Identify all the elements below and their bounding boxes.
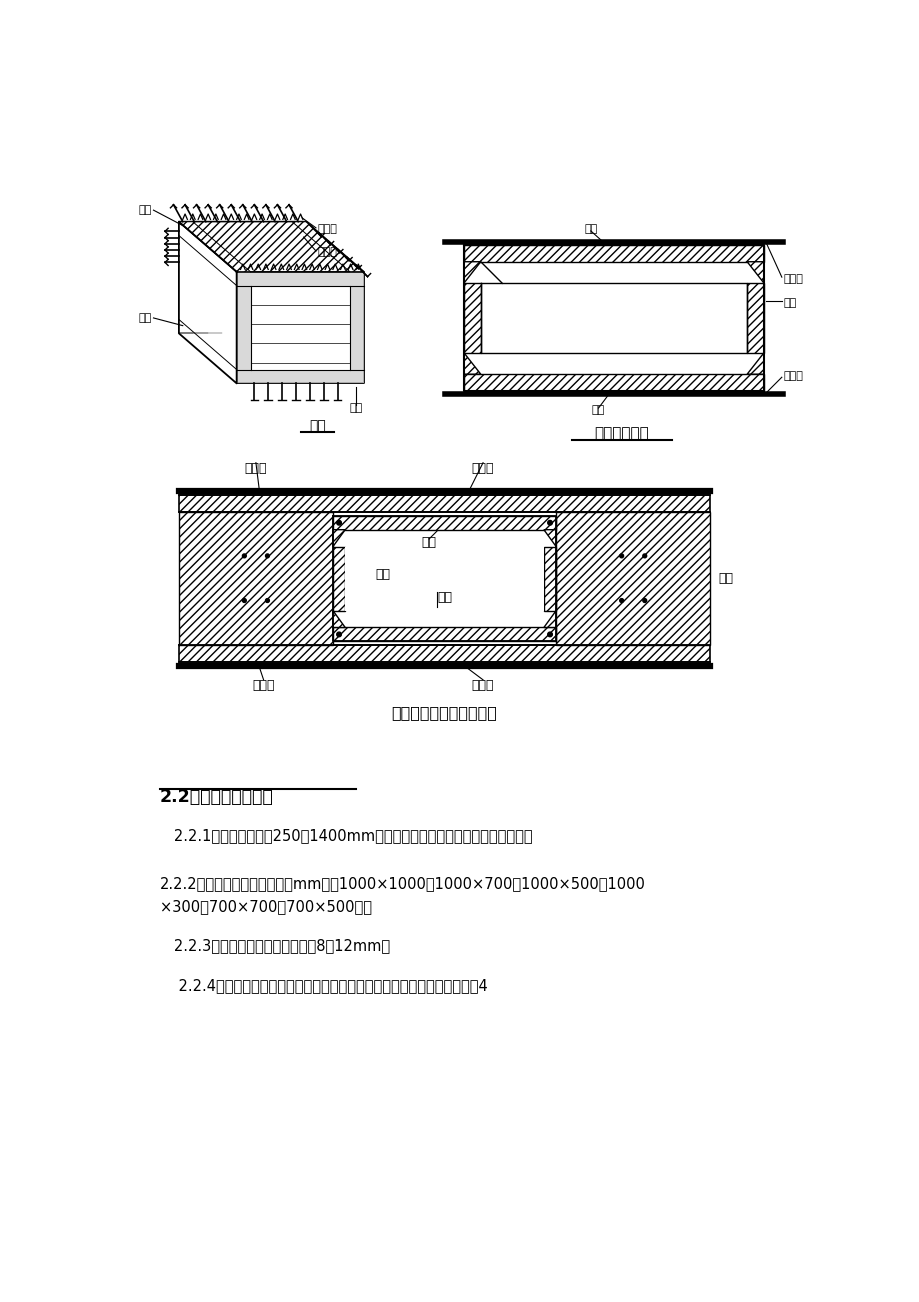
Bar	[178, 512, 333, 646]
Text: 侧壁: 侧壁	[782, 298, 796, 307]
Bar	[556, 512, 709, 646]
Polygon shape	[349, 285, 363, 370]
Text: 肋梁筋: 肋梁筋	[252, 678, 275, 691]
Text: 2.2.2叠合箱旳平面尺寸系列（mm）：1000×1000，1000×700，1000×500，1000: 2.2.2叠合箱旳平面尺寸系列（mm）：1000×1000，1000×700，1…	[160, 876, 645, 891]
Bar	[333, 628, 556, 642]
Circle shape	[619, 553, 623, 557]
Text: 肋梁筋: 肋梁筋	[244, 462, 267, 475]
Text: 侧壁: 侧壁	[139, 312, 152, 323]
Text: 顶板: 顶板	[421, 536, 437, 549]
Polygon shape	[345, 547, 543, 611]
Bar	[746, 284, 764, 353]
Polygon shape	[463, 245, 764, 391]
Polygon shape	[333, 530, 345, 547]
Bar	[543, 547, 556, 611]
Text: 受力筋: 受力筋	[782, 275, 802, 284]
Text: 2.2.4叠合箱顶板、底板厚度可按构造不同部位进行调节，顶板最小厚度为4: 2.2.4叠合箱顶板、底板厚度可按构造不同部位进行调节，顶板最小厚度为4	[160, 979, 487, 993]
Polygon shape	[543, 530, 556, 547]
Text: 底板: 底板	[349, 404, 362, 413]
Bar	[178, 646, 709, 663]
Bar	[463, 245, 764, 262]
Text: 顶板: 顶板	[584, 224, 596, 234]
Text: 叠合箱钢筋与肋梁筋连接: 叠合箱钢筋与肋梁筋连接	[391, 704, 497, 720]
Text: 明箱: 明箱	[309, 419, 325, 432]
Polygon shape	[333, 512, 556, 646]
Circle shape	[642, 599, 646, 603]
Bar	[333, 516, 556, 530]
Text: ×300，700×700，700×500等。: ×300，700×700，700×500等。	[160, 900, 371, 914]
Text: 2.2.3叠合箱侧壁为薄壁，厚度为8～12mm。: 2.2.3叠合箱侧壁为薄壁，厚度为8～12mm。	[160, 937, 390, 953]
Bar	[463, 284, 481, 353]
Circle shape	[336, 631, 341, 637]
Circle shape	[547, 631, 551, 637]
Circle shape	[243, 599, 246, 603]
Bar	[333, 547, 345, 611]
Text: 侧壁: 侧壁	[375, 568, 390, 581]
Text: 肋梁: 肋梁	[717, 572, 732, 585]
Circle shape	[243, 553, 246, 557]
Text: 2.2叠合箱旳基本形式: 2.2叠合箱旳基本形式	[160, 788, 273, 806]
Circle shape	[642, 553, 646, 557]
Circle shape	[619, 599, 623, 603]
Polygon shape	[178, 221, 363, 272]
Text: 2.2.1叠合箱旳高度在250～1400mm内任意调节，可根据不同状况进行选择。: 2.2.1叠合箱旳高度在250～1400mm内任意调节，可根据不同状况进行选择。	[160, 828, 532, 842]
Polygon shape	[463, 262, 481, 284]
Circle shape	[266, 599, 269, 603]
Text: 受力筋: 受力筋	[471, 462, 494, 475]
Polygon shape	[236, 285, 250, 370]
Polygon shape	[236, 272, 363, 383]
Polygon shape	[178, 221, 236, 383]
Text: 剪力齿: 剪力齿	[317, 224, 337, 234]
Text: 受力筋: 受力筋	[317, 247, 337, 258]
Polygon shape	[333, 611, 345, 628]
Text: 底板: 底板	[591, 405, 605, 415]
Text: 叠合箱示意图: 叠合箱示意图	[594, 426, 648, 441]
Circle shape	[336, 521, 341, 525]
Polygon shape	[746, 353, 764, 374]
Polygon shape	[746, 262, 764, 284]
Bar	[463, 374, 764, 391]
Polygon shape	[463, 353, 481, 374]
Text: 底板: 底板	[437, 591, 451, 604]
Text: 顶板: 顶板	[139, 206, 152, 215]
Bar	[178, 495, 709, 512]
Polygon shape	[543, 611, 556, 628]
Polygon shape	[236, 272, 363, 285]
Text: 受力筋: 受力筋	[782, 371, 802, 380]
Text: 受力筋: 受力筋	[471, 678, 494, 691]
Polygon shape	[236, 370, 363, 383]
Polygon shape	[178, 221, 363, 272]
Circle shape	[266, 553, 269, 557]
Circle shape	[547, 521, 551, 525]
